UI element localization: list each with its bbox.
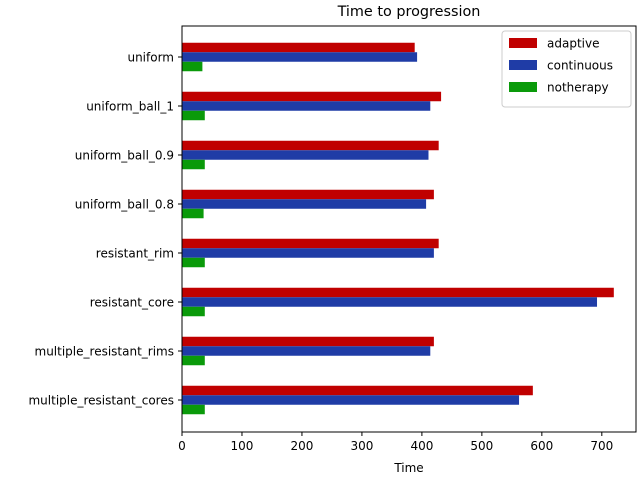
plot-frame <box>181 25 637 433</box>
bar-notherapy-uniform-ball-0-9 <box>182 159 205 170</box>
bar-continuous-resistant-core <box>182 297 598 307</box>
bar-continuous-uniform-ball-1 <box>182 101 431 111</box>
bar-continuous-uniform <box>182 52 418 62</box>
bar-adaptive-uniform <box>182 42 415 53</box>
bar-continuous-uniform-ball-0-8 <box>182 199 427 209</box>
x-tick-label: 400 <box>410 439 433 453</box>
x-tick-label: 700 <box>590 439 613 453</box>
x-ticks-group: 0 100 200 300 400 500 600 700 <box>178 432 613 453</box>
y-tick-label: uniform_ball_0.9 <box>75 149 174 163</box>
bar-continuous-resistant-rim <box>182 248 434 258</box>
y-tick-label: multiple_resistant_rims <box>35 345 174 359</box>
bar-adaptive-uniform-ball-0-9 <box>182 140 439 151</box>
legend: adaptive continuous notherapy <box>501 30 632 108</box>
bar-notherapy-resistant-core <box>182 306 205 317</box>
bar-notherapy-resistant-rim <box>182 257 205 268</box>
bar-notherapy-multiple-resistant-cores <box>182 404 205 415</box>
x-tick-label: 0 <box>178 439 186 453</box>
bar-notherapy-uniform <box>182 61 203 72</box>
y-ticks-group: uniform uniform_ball_1 uniform_ball_0.9uni… <box>28 51 182 408</box>
y-tick-label: resistant_rim <box>96 247 174 261</box>
y-tick-label: uniform <box>127 51 174 65</box>
bar-adaptive-multiple-resistant-rims <box>182 336 434 347</box>
bar-adaptive-multiple-resistant-cores <box>182 385 533 396</box>
bar-adaptive-uniform-ball-1 <box>182 91 442 102</box>
bar-adaptive-uniform-ball-0-8 <box>182 189 434 200</box>
y-tick-label: resistant_core <box>90 296 174 310</box>
bar-adaptive-resistant-rim <box>182 238 439 249</box>
legend-label-adaptive: adaptive <box>547 37 599 51</box>
x-axis-label: Time <box>393 461 423 475</box>
bar-adaptive-resistant-core <box>182 287 614 298</box>
y-tick-label: multiple_resistant_cores <box>28 394 174 408</box>
legend-swatch-notherapy <box>509 82 537 92</box>
legend-label-notherapy: notherapy <box>547 81 609 95</box>
y-tick-label: uniform_ball_0.8 <box>75 198 174 212</box>
bar-continuous-multiple-resistant-cores <box>182 395 520 405</box>
bar-continuous-multiple-resistant-rims <box>182 346 431 356</box>
x-tick-label: 200 <box>290 439 313 453</box>
legend-swatch-adaptive <box>509 38 537 48</box>
x-tick-label: 600 <box>530 439 553 453</box>
bar-notherapy-uniform-ball-0-8 <box>182 208 204 219</box>
y-tick-label: uniform_ball_1 <box>86 100 174 114</box>
bar-notherapy-uniform-ball-1 <box>182 110 205 121</box>
bar-notherapy-multiple-resistant-rims <box>182 355 205 366</box>
x-tick-label: 300 <box>350 439 373 453</box>
x-tick-label: 100 <box>231 439 254 453</box>
bars-group <box>182 42 614 415</box>
x-tick-label: 500 <box>470 439 493 453</box>
chart-title: Time to progression <box>337 4 481 20</box>
legend-swatch-continuous <box>509 60 537 70</box>
legend-label-continuous: continuous <box>547 59 613 73</box>
bar-continuous-uniform-ball-0-9 <box>182 150 429 160</box>
